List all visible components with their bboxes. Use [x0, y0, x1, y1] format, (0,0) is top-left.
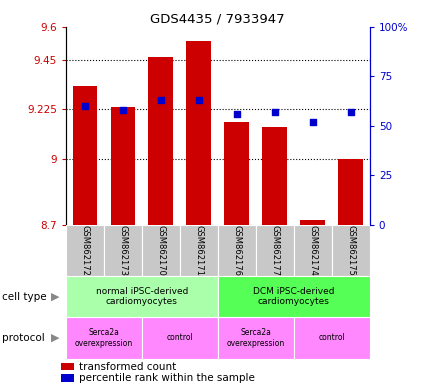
Point [309, 119, 316, 125]
Bar [148, 56, 173, 225]
Bar [180, 225, 218, 276]
Point [196, 97, 202, 103]
Bar [218, 225, 256, 276]
Bar [66, 317, 142, 359]
Point [233, 111, 240, 117]
Bar [61, 374, 74, 382]
Text: GSM862171: GSM862171 [194, 225, 203, 276]
Text: transformed count: transformed count [79, 361, 176, 372]
Bar [110, 107, 135, 225]
Bar [224, 122, 249, 225]
Bar [300, 220, 325, 225]
Text: percentile rank within the sample: percentile rank within the sample [79, 373, 255, 383]
Bar [332, 225, 370, 276]
Text: cell type: cell type [2, 291, 47, 302]
Text: DCM iPSC-derived
cardiomyocytes: DCM iPSC-derived cardiomyocytes [253, 287, 334, 306]
Bar [294, 225, 332, 276]
Bar [218, 317, 294, 359]
Text: normal iPSC-derived
cardiomyocytes: normal iPSC-derived cardiomyocytes [96, 287, 188, 306]
Text: GSM862175: GSM862175 [346, 225, 355, 276]
Point [157, 97, 164, 103]
Text: Serca2a
overexpression: Serca2a overexpression [227, 328, 285, 348]
Point [347, 109, 354, 115]
Bar [66, 276, 218, 317]
Text: GSM862170: GSM862170 [156, 225, 165, 276]
Text: GSM862176: GSM862176 [232, 225, 241, 276]
Bar [263, 127, 287, 225]
Text: ▶: ▶ [51, 333, 60, 343]
Bar [61, 363, 74, 370]
Text: protocol: protocol [2, 333, 45, 343]
Bar [142, 317, 218, 359]
Text: GSM862174: GSM862174 [308, 225, 317, 276]
Bar [66, 225, 104, 276]
Text: ▶: ▶ [51, 291, 60, 302]
Text: GSM862173: GSM862173 [118, 225, 127, 276]
Bar [142, 225, 180, 276]
Bar [256, 225, 294, 276]
Bar [73, 86, 97, 225]
Text: Serca2a
overexpression: Serca2a overexpression [75, 328, 133, 348]
Point [119, 107, 126, 113]
Bar [338, 159, 363, 225]
Text: GSM862172: GSM862172 [80, 225, 89, 276]
Bar [187, 41, 211, 225]
Bar [218, 276, 370, 317]
Point [272, 109, 278, 115]
Text: control: control [318, 333, 345, 343]
Title: GDS4435 / 7933947: GDS4435 / 7933947 [150, 13, 285, 26]
Text: control: control [167, 333, 193, 343]
Point [82, 103, 88, 109]
Bar [294, 317, 370, 359]
Bar [104, 225, 142, 276]
Text: GSM862177: GSM862177 [270, 225, 279, 276]
